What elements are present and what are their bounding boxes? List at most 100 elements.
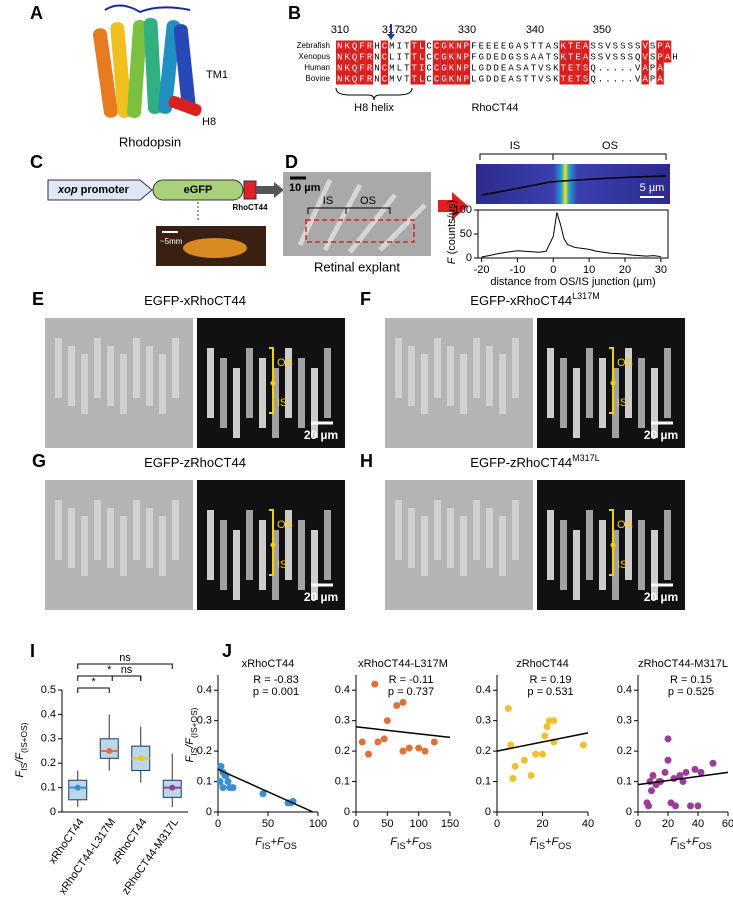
x-tick-label: 20 [619,264,631,276]
residue: K [561,41,567,51]
point [393,701,401,709]
conserved-cell [417,40,426,52]
panel-letter: J [222,641,232,661]
residue: P [650,74,655,84]
text-part: IS [262,841,271,851]
tag-label: RhoCT44 [232,203,268,212]
conserved-cell [455,40,463,52]
rod-bright [395,338,402,398]
text-part: OS [419,841,432,851]
y-tick-label: 0.4 [335,684,350,696]
text-part: F [530,836,538,848]
residue: P [464,74,469,84]
rod-fluor [599,520,606,590]
y-tick-label: 0.2 [41,757,56,769]
residue: . [613,63,618,73]
x-tick-label: 50 [381,818,393,830]
residue: K [344,63,350,73]
residue: C [434,63,440,73]
residue: E [493,41,498,51]
point [579,741,587,749]
conserved-cell [410,73,418,85]
rod-fluor [612,530,619,600]
stat-p: p = 0.001 [253,686,299,698]
scale-label: 20 µm [644,428,678,442]
y-tick-label: 0.3 [41,733,56,745]
residue: V [642,52,648,62]
residue: . [620,74,625,84]
conserved-cell [432,51,441,63]
y-tick-label: 0 [485,806,491,818]
point [421,747,429,755]
conserved-cell [641,62,649,74]
region-label: OS [602,140,618,152]
residue: F [359,41,364,51]
y-tick-label: 0.2 [335,745,350,757]
conserved-cell [656,40,664,52]
rod-fluor [547,348,554,418]
residue: D [486,74,491,84]
protein-structure [92,4,202,118]
residue: S [523,52,528,62]
residue: K [449,41,455,51]
text-part: M317L [572,453,600,463]
rod-fluor [259,520,266,590]
residue: S [523,41,528,51]
residue: S [590,41,595,51]
point [679,778,687,786]
chart-title: xRhoCT44-L317M [358,658,448,670]
rod-bright [395,500,402,560]
rod-fluor [272,368,279,438]
axis-label: FIS/F(IS+OS) [184,707,199,762]
x-tick-label: zRhoCT44-M317L [120,817,181,898]
text-part: IS [19,762,29,770]
conserved-cell [432,73,441,85]
residue: A [665,52,671,62]
x-tick-label: 150 [441,818,459,830]
point [219,784,227,792]
x-tick-label: 0 [215,818,221,830]
promoter-box [47,179,153,201]
residue: A [508,74,514,84]
text-part: /F [184,737,196,749]
residue: K [553,63,559,73]
rod-fluor [599,358,606,428]
residue: S [583,74,588,84]
residue: S [598,41,603,51]
residue: C [382,74,388,84]
point [511,762,519,770]
residue: P [650,63,655,73]
residue: V [538,74,544,84]
brightfield-image [385,318,533,448]
residue: S [650,41,655,51]
residue: C [434,52,440,62]
brace [335,87,413,101]
point [383,717,391,725]
point [648,787,655,795]
text-part: F [390,836,398,848]
y-tick-label: 0 [466,252,472,264]
y-tick-label: 0.3 [335,715,350,727]
residue: Q [352,74,357,84]
residue: S [620,41,625,51]
residue: V [635,74,641,84]
residue: . [605,63,610,73]
residue: T [538,41,544,51]
conserved-cell [343,51,351,63]
stat-p: p = 0.531 [527,686,573,698]
residue: N [456,41,461,51]
x-tick-label: 60 [722,818,733,830]
x-tick-label: 20 [662,818,674,830]
stat-r: R = 0.15 [670,674,712,686]
conserved-cell [566,40,575,52]
residue: D [501,52,506,62]
rod-bright [107,346,114,406]
conserved-cell [455,51,463,63]
y-tick-label: 0.2 [617,745,632,757]
y-tick-label: 0.3 [476,715,491,727]
residue: P [464,52,469,62]
panel-letter: E [32,289,44,309]
residue: G [508,41,513,51]
residue: S [598,52,603,62]
conserved-cell [336,51,344,63]
